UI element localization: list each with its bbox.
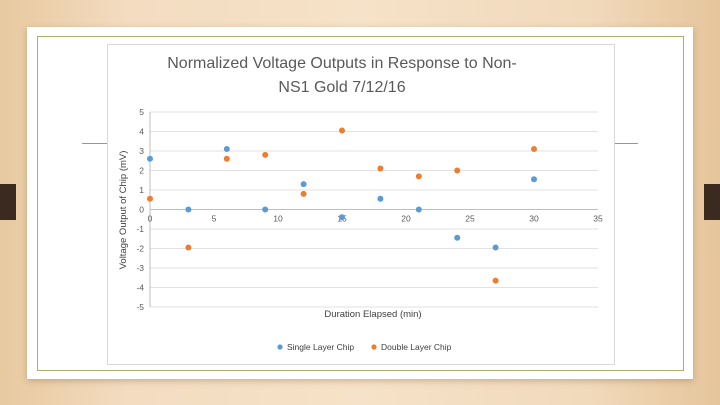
single-layer-point [492, 244, 499, 251]
double-layer-point [147, 195, 153, 202]
accent-line-right [612, 143, 638, 144]
x-tick-label: 10 [273, 214, 283, 224]
legend: Single Layer Chip Double Layer Chip [277, 342, 452, 352]
legend-marker-single [277, 344, 283, 350]
double-layer-point [531, 146, 537, 153]
y-tick-label: -3 [136, 263, 144, 273]
single-layer-point [300, 181, 307, 188]
gridlines [150, 111, 598, 308]
y-tick-label: -2 [136, 244, 144, 254]
y-tick-label: 2 [139, 166, 144, 176]
single-layer-point [185, 206, 192, 213]
x-tick-label: 25 [465, 214, 475, 224]
single-layer-point [415, 206, 422, 213]
chart-title-line2: NS1 Gold 7/12/16 [278, 79, 405, 96]
double-layer-point [262, 151, 269, 158]
single-layer-point [339, 214, 345, 221]
x-axis-label: Duration Elapsed (min) [324, 309, 421, 320]
double-layer-point [454, 167, 461, 174]
chart-title-line1: Normalized Voltage Outputs in Response t… [167, 55, 517, 72]
y-tick-label: -5 [136, 302, 144, 312]
y-tick-label: 3 [139, 146, 144, 156]
single-layer-point [531, 176, 537, 183]
single-layer-point [147, 155, 153, 162]
axes [149, 112, 598, 307]
legend-label-double: Double Layer Chip [381, 342, 452, 352]
double-layer-point [339, 127, 345, 134]
single-layer-point [223, 146, 230, 153]
x-tick-label: 5 [212, 214, 217, 224]
x-tick-label: 30 [529, 214, 539, 224]
double-layer-point [300, 190, 307, 197]
y-tick-label: 0 [139, 205, 144, 215]
x-tick-label: 0 [148, 214, 153, 224]
y-tick-label: 4 [139, 127, 144, 137]
accent-line-left [82, 143, 108, 144]
legend-marker-double [371, 344, 377, 350]
single-layer-point [377, 195, 384, 202]
slide-frame [37, 36, 684, 371]
scatter-chart: Normalized Voltage Outputs in Response t… [118, 55, 603, 352]
single-layer-point [454, 234, 461, 241]
double-layer-point [377, 165, 384, 172]
slide-tab-right [704, 184, 720, 220]
y-tick-label: -4 [136, 283, 144, 293]
double-layer-point [492, 277, 499, 284]
double-layer-point [223, 155, 230, 162]
slide-tab-left [0, 184, 16, 220]
y-tick-label: -1 [136, 224, 144, 234]
y-axis-label: Voltage Output of Chip (mV) [118, 151, 129, 270]
single-layer-point [262, 206, 269, 213]
double-layer-point [415, 173, 422, 180]
y-tick-label: 1 [139, 185, 144, 195]
legend-label-single: Single Layer Chip [287, 342, 354, 352]
data-points [147, 127, 537, 284]
chart-container: Normalized Voltage Outputs in Response t… [107, 44, 615, 365]
double-layer-point [185, 244, 192, 251]
x-tick-label: 20 [401, 214, 411, 224]
y-tick-label: 5 [139, 107, 144, 117]
x-tick-label: 35 [593, 214, 603, 224]
